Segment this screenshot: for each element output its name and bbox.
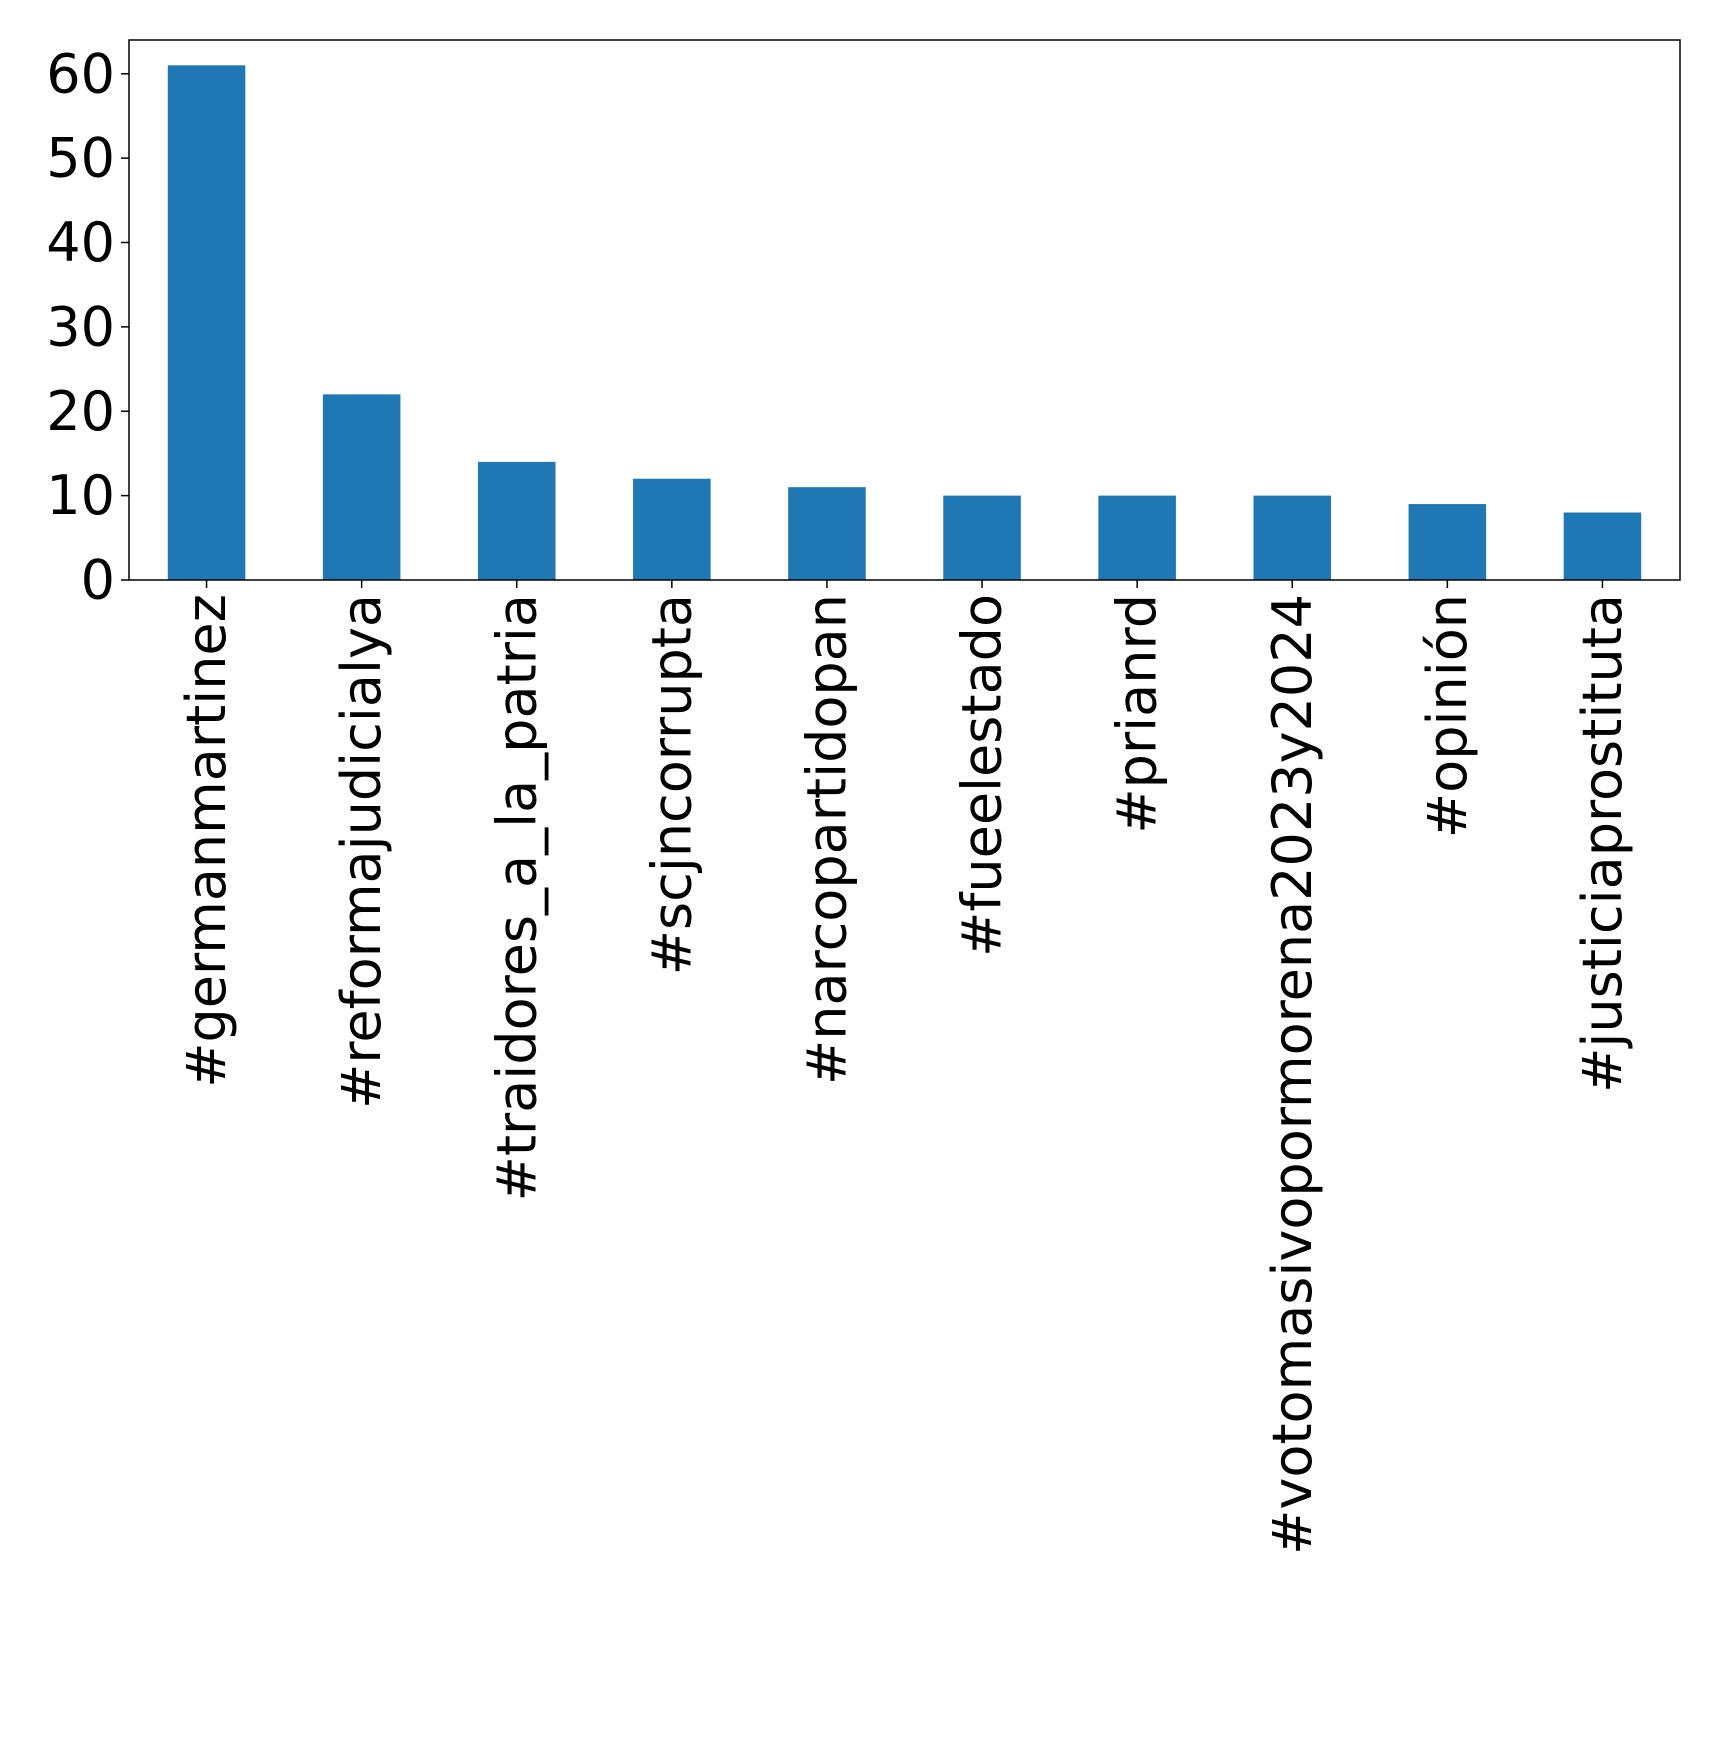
y-axis-ticks: 0 10 20 30 40 50 60 [46, 42, 129, 612]
x-tick-label: #reformajudicialya [330, 594, 393, 1109]
bar-2 [322, 394, 401, 580]
x-tick-label: #traidores_a_la_patria [485, 594, 548, 1201]
y-tick-label: 50 [46, 127, 115, 190]
x-tick-label: #narcopartidopan [795, 594, 858, 1085]
bar-1 [167, 65, 246, 580]
bar-4 [633, 478, 711, 580]
bar-5 [788, 487, 866, 580]
bars-group [167, 65, 1642, 580]
bar-9 [1408, 504, 1487, 580]
x-tick-label: #opinión [1416, 594, 1479, 838]
x-tick-label: #justiciaprostituta [1571, 594, 1634, 1093]
bar-10 [1563, 512, 1642, 580]
x-tick-label: #prianrd [1106, 594, 1169, 834]
y-tick-label: 60 [46, 42, 115, 105]
x-axis-ticks: #germanmartinez #reformajudicialya #traido… [175, 580, 1634, 1555]
bar-6 [943, 495, 1021, 580]
x-tick-label: #fueelestado [951, 594, 1014, 957]
x-tick-label: #germanmartinez [175, 594, 238, 1088]
y-tick-label: 30 [46, 295, 115, 358]
plot-frame [128, 39, 1681, 581]
y-tick-label: 20 [46, 380, 115, 443]
y-tick-label: 40 [46, 211, 115, 274]
bar-7 [1098, 495, 1176, 580]
x-tick-label: #scjncorrupta [640, 594, 703, 975]
bar-3 [477, 461, 556, 580]
y-tick-label: 0 [81, 549, 115, 612]
bar-8 [1253, 495, 1332, 580]
x-tick-label: #votomasivopormorena2023y2024 [1261, 594, 1324, 1555]
y-tick-label: 10 [46, 464, 115, 527]
